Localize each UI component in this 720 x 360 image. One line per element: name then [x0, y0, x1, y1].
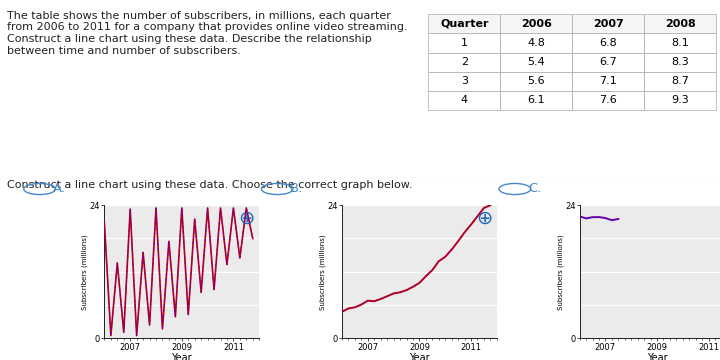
- X-axis label: Year: Year: [647, 353, 667, 360]
- X-axis label: Year: Year: [171, 353, 192, 360]
- Y-axis label: Subscribers (millions): Subscribers (millions): [557, 234, 564, 310]
- Y-axis label: Subscribers (millions): Subscribers (millions): [82, 234, 89, 310]
- Text: C.: C.: [528, 183, 541, 195]
- Y-axis label: Subscribers (millions): Subscribers (millions): [320, 234, 326, 310]
- Text: A.: A.: [53, 183, 66, 195]
- X-axis label: Year: Year: [409, 353, 430, 360]
- Text: The table shows the number of subscribers, in millions, each quarter
from 2006 t: The table shows the number of subscriber…: [7, 11, 408, 55]
- Text: B.: B.: [290, 183, 303, 195]
- Text: Construct a line chart using these data. Choose the correct graph below.: Construct a line chart using these data.…: [7, 180, 413, 190]
- Text: ⊕: ⊕: [238, 209, 255, 228]
- Text: ⊕: ⊕: [476, 209, 492, 228]
